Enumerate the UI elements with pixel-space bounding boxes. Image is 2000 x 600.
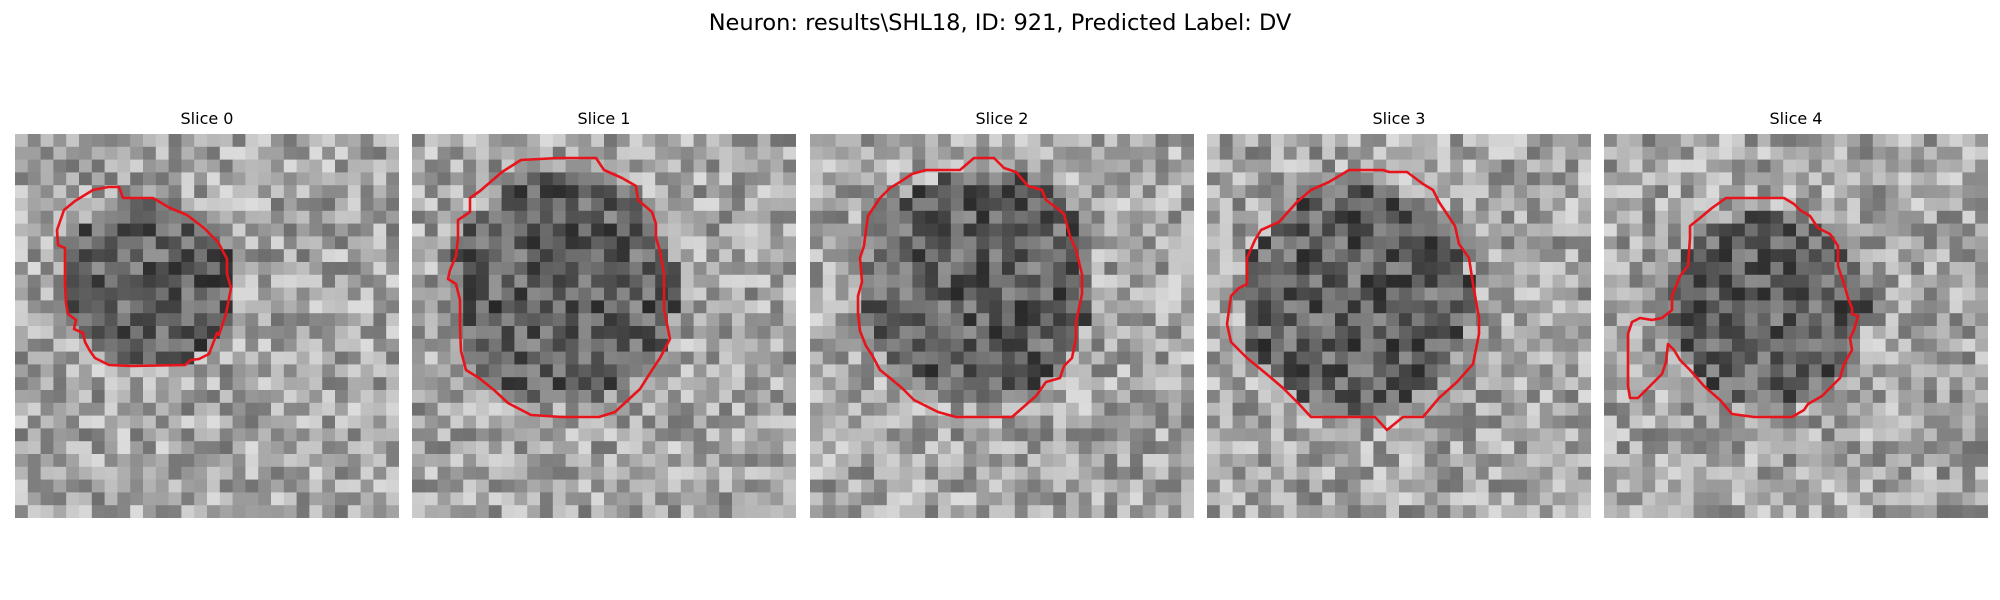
- slice-panel-4: Slice 4: [1604, 0, 1988, 600]
- cell-contour-1: [446, 156, 672, 419]
- slice-image-4: [1604, 134, 1988, 518]
- figure-title: Neuron: results\SHL18, ID: 921, Predicte…: [708, 10, 1292, 36]
- cell-contour-3: [1225, 168, 1481, 432]
- slice-title-1: Slice 1: [577, 109, 631, 128]
- pixel-grid-4: [1604, 134, 1988, 518]
- slice-panel-1: Slice 1: [412, 0, 796, 600]
- cell-contour-2: [856, 156, 1084, 419]
- slice-panel-0: Slice 0: [15, 0, 399, 600]
- slice-title-3: Slice 3: [1372, 109, 1426, 128]
- pixel-grid-0: [15, 134, 399, 518]
- slice-title-0: Slice 0: [180, 109, 234, 128]
- cell-contour-0: [55, 185, 233, 368]
- pixel-grid-2: [810, 134, 1194, 518]
- cell-contour-4: [1626, 196, 1860, 419]
- slice-image-2: [810, 134, 1194, 518]
- slice-image-3: [1207, 134, 1591, 518]
- slice-panel-3: Slice 3: [1207, 0, 1591, 600]
- pixel-grid-3: [1207, 134, 1591, 518]
- slice-panel-2: Slice 2: [810, 0, 1194, 600]
- pixel-grid-1: [412, 134, 796, 518]
- slice-title-2: Slice 2: [975, 109, 1029, 128]
- slice-title-4: Slice 4: [1769, 109, 1823, 128]
- slice-image-1: [412, 134, 796, 518]
- slice-image-0: [15, 134, 399, 518]
